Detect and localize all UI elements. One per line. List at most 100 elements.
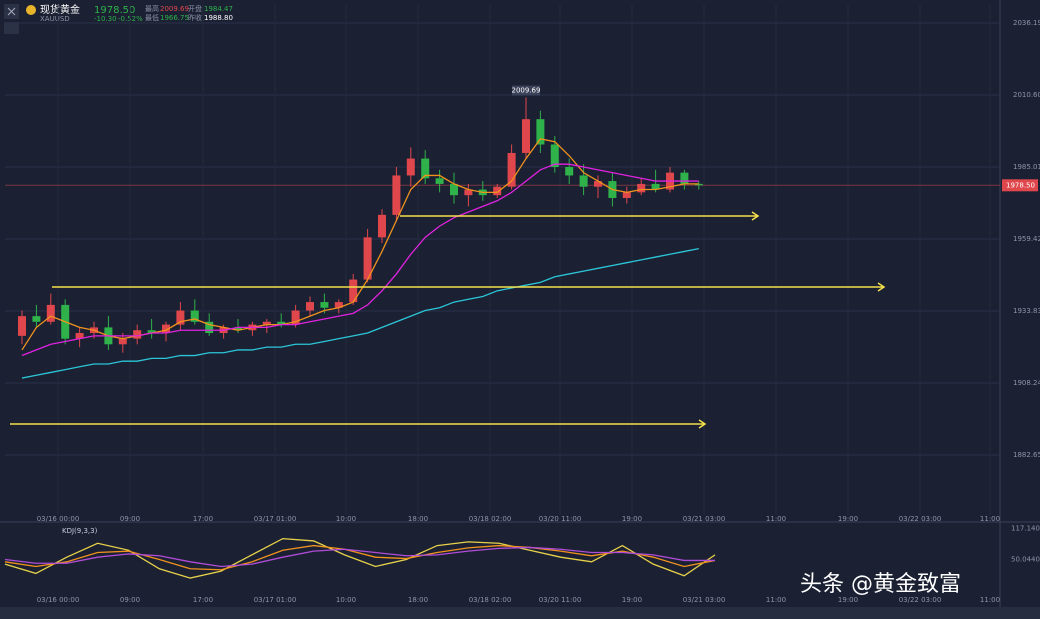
- candle-body: [320, 302, 329, 308]
- x-tick-label: 03/16 00:00: [37, 596, 80, 604]
- candle-body: [579, 175, 588, 187]
- change: -10.30: [94, 15, 117, 23]
- x-tick-label: 09:00: [120, 596, 140, 604]
- x-tick-label: 03/18 02:00: [469, 515, 512, 523]
- candle-body: [622, 192, 631, 198]
- candle-body: [306, 302, 314, 311]
- gold-icon: [26, 5, 36, 15]
- x-tick-label: 03/22 03:00: [899, 515, 942, 523]
- change-pct: -0.52%: [118, 15, 143, 23]
- candle-body: [234, 327, 242, 331]
- price: 1978.50: [94, 5, 135, 16]
- x-tick-label: 03/20 11:00: [539, 515, 582, 523]
- high: 2009.69: [160, 5, 189, 13]
- candle-body: [363, 237, 372, 280]
- expand-button[interactable]: [4, 22, 19, 34]
- candle-body: [493, 186, 502, 196]
- x-tick-label: 09:00: [120, 515, 140, 523]
- candle-body: [32, 316, 41, 322]
- indicator-tick-label: 117.140: [1011, 524, 1040, 532]
- x-tick-label: 17:00: [193, 515, 213, 523]
- close-icon: [7, 7, 16, 16]
- kdj-line: [4, 546, 715, 568]
- y-tick-label: 1933.83: [1013, 307, 1040, 315]
- y-tick-label: 1908.24: [1013, 379, 1040, 387]
- candle-body: [507, 152, 516, 187]
- candle-body: [133, 330, 142, 339]
- y-tick-label: 2036.19: [1013, 19, 1040, 27]
- candle-body: [378, 214, 386, 238]
- tab-bar: [0, 607, 1040, 619]
- arrow: [10, 419, 707, 429]
- x-tick-label: 18:00: [408, 596, 428, 604]
- candle-body: [406, 158, 415, 176]
- y-tick-label: 1959.42: [1013, 235, 1040, 243]
- candle-body: [75, 333, 84, 339]
- label: 最高: [145, 4, 159, 13]
- low: 1966.75: [160, 14, 189, 22]
- x-tick-label: 03/17 01:00: [254, 515, 297, 523]
- candle-body: [435, 178, 444, 184]
- indicator-tick-label: 50.0440: [1011, 555, 1040, 563]
- current-price-box: [1002, 179, 1038, 192]
- candle-body: [680, 172, 689, 184]
- max-box: [512, 85, 540, 96]
- candle-body: [334, 302, 343, 308]
- candle-body: [18, 316, 26, 336]
- candle-body: [550, 144, 559, 168]
- x-tick-label: 19:00: [622, 515, 642, 523]
- candle-body: [277, 321, 286, 325]
- watermark: 头条 @黄金致富: [800, 572, 961, 597]
- arrow: [400, 211, 760, 221]
- x-tick-label: 17:00: [193, 596, 213, 604]
- candle-body: [392, 175, 401, 215]
- moving-average: [21, 247, 699, 379]
- candle-body: [637, 183, 646, 193]
- y-tick-label: 1882.65: [1013, 451, 1040, 459]
- candle-body: [118, 338, 127, 345]
- drawn-lines: [10, 211, 886, 429]
- candle-body: [594, 181, 602, 187]
- x-tick-label: 03/20 11:00: [539, 596, 582, 604]
- x-tick-label: 19:00: [622, 596, 642, 604]
- x-tick-label: 03/21 03:00: [683, 596, 726, 604]
- prev: 1988.80: [204, 14, 233, 22]
- candle-body: [147, 330, 156, 334]
- arrow: [52, 282, 886, 292]
- candle-body: [162, 324, 170, 334]
- kdj-line: [4, 544, 716, 571]
- x-tick-label: 10:00: [336, 596, 356, 604]
- candle-body: [349, 279, 358, 303]
- candle-body: [421, 158, 430, 179]
- candle-body: [565, 167, 574, 176]
- candle-body: [190, 310, 199, 322]
- candle-body: [464, 189, 473, 196]
- code: XAUUSD: [40, 15, 70, 23]
- indicator-title: KDJ(9,3,3): [62, 527, 98, 535]
- label: 最低: [145, 13, 159, 22]
- candle-body: [46, 304, 55, 322]
- candle-body: [450, 183, 458, 196]
- candle-body: [694, 183, 703, 186]
- candle-body: [291, 310, 300, 325]
- y-tick-label: 2010.60: [1013, 91, 1040, 99]
- candle-body: [205, 321, 214, 334]
- x-tick-label: 11:00: [766, 596, 786, 604]
- moving-average: [21, 163, 699, 357]
- x-tick-label: 11:00: [980, 515, 1000, 523]
- x-tick-label: 10:00: [336, 515, 356, 523]
- label: 昨收: [188, 13, 202, 22]
- symbol: 现货黄金: [40, 3, 80, 16]
- x-tick-label: 19:00: [838, 515, 858, 523]
- candle-body: [176, 310, 185, 325]
- label: 开盘: [188, 4, 202, 13]
- x-tick-label: 03/22 03:00: [899, 596, 942, 604]
- y-tick-label: 1985.01: [1013, 163, 1040, 171]
- x-tick-label: 03/17 01:00: [254, 596, 297, 604]
- candle-body: [262, 321, 271, 325]
- x-tick-label: 19:00: [838, 596, 858, 604]
- x-tick-label: 11:00: [980, 596, 1000, 604]
- candle-body: [651, 183, 660, 190]
